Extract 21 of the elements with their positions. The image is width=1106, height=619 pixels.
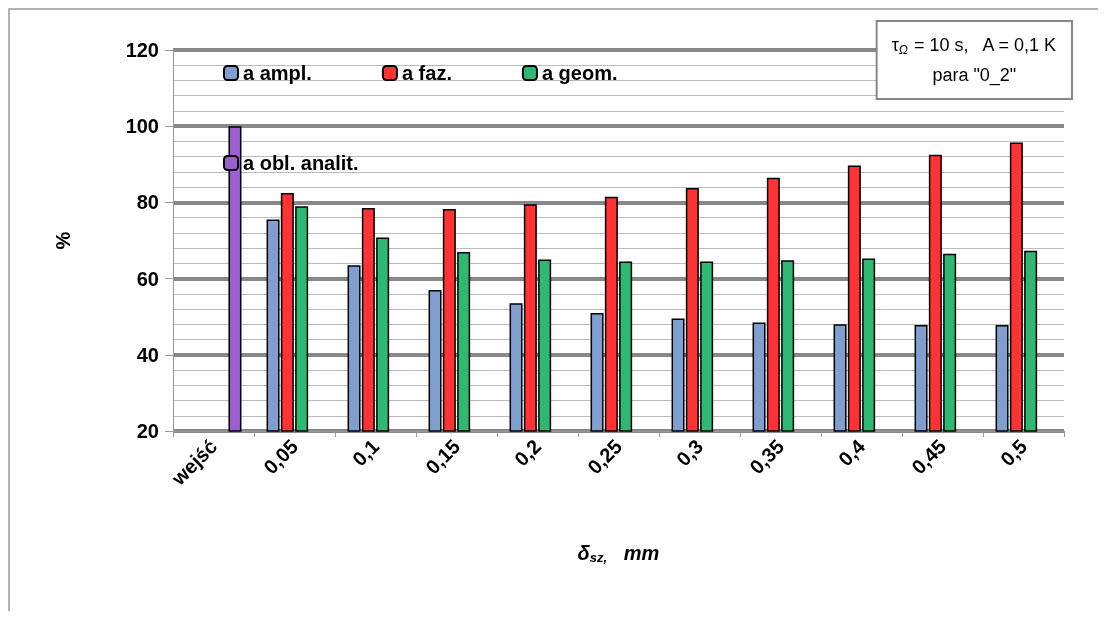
x-tick-label: 0,4	[834, 435, 870, 471]
x-tick-label: 0,35	[745, 435, 789, 479]
x-tick-label: 0,45	[907, 435, 951, 479]
y-tick-label: 120	[125, 39, 159, 61]
legend-label: a obl. analit.	[243, 152, 359, 174]
y-tick-label: 20	[136, 420, 159, 442]
x-tick-label: 0,2	[510, 435, 546, 471]
x-tick-label: 0,15	[421, 435, 465, 479]
x-tick-label: 0,1	[348, 435, 384, 471]
legend-label: a faz.	[401, 62, 452, 84]
legend-label: a geom.	[541, 62, 618, 84]
legend-label: a ampl.	[243, 62, 312, 84]
x-tick-label: 0,25	[583, 435, 627, 479]
x-tick-label: 0,05	[259, 435, 303, 479]
y-axis-title: %	[52, 231, 74, 250]
y-tick-label: 80	[136, 191, 159, 214]
y-tick-label: 60	[136, 267, 159, 290]
x-tick-label: 0,3	[672, 435, 708, 471]
y-tick-label: 100	[125, 115, 159, 138]
y-tick-label: 40	[136, 343, 159, 366]
x-tick-label: 0,5	[996, 435, 1032, 471]
